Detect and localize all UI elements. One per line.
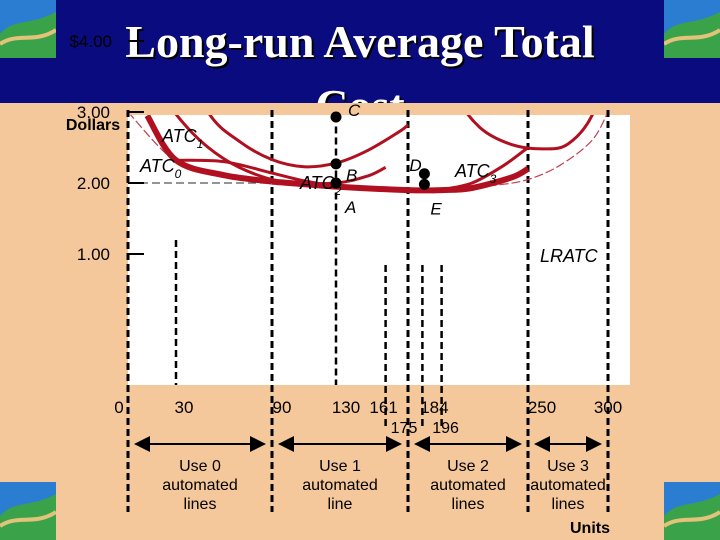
- point-d: [418, 168, 430, 180]
- curve-label-atc2: ATC2: [299, 173, 342, 198]
- curve-label-atc0: ATC0: [139, 156, 182, 181]
- x-tick-label-lower: 175: [391, 420, 418, 437]
- y-tick-label: 3.00: [77, 103, 110, 122]
- curve-atc0: [174, 115, 387, 186]
- landscape-logo-icon: [664, 0, 720, 58]
- x-tick-label: 130: [332, 398, 360, 417]
- point-c: [330, 111, 342, 123]
- y-tick-label: 2.00: [77, 174, 110, 193]
- x-tick-label: 300: [594, 398, 622, 417]
- x-tick-label: 250: [528, 398, 556, 417]
- lratc-highlight-curve: [144, 115, 273, 185]
- point-b: [330, 158, 342, 170]
- point-label-e: E: [430, 199, 442, 218]
- landscape-logo-icon: [664, 482, 720, 540]
- range-label: Use 2 automated lines: [430, 458, 506, 513]
- range-label: Use 0 automated lines: [162, 458, 238, 513]
- y-tick-label: 1.00: [77, 245, 110, 264]
- curve-label-atc1: ATC1: [161, 126, 203, 151]
- x-tick-label: 161: [369, 398, 397, 417]
- x-tick-label-lower: 196: [432, 420, 459, 437]
- curve-atc3: [466, 115, 594, 151]
- x-tick-label: 0: [114, 398, 123, 417]
- x-axis-label: Units: [570, 520, 610, 537]
- curve-atc1: [208, 115, 409, 169]
- slide-header: Long-run Average Total Cost: [0, 0, 720, 103]
- point-label-d: D: [409, 156, 421, 175]
- range-label: Use 1 automated line: [302, 458, 378, 513]
- x-tick-label: 184: [420, 398, 448, 417]
- range-label: Use 3 automated lines: [530, 458, 606, 513]
- point-label-b: B: [346, 166, 357, 185]
- y-tick-label: $4.00: [69, 32, 112, 51]
- curve-label-lratc: LRATC: [540, 246, 599, 266]
- x-tick-label: 90: [273, 398, 292, 417]
- point-label-c: C: [348, 101, 361, 120]
- point-a: [330, 177, 342, 189]
- curve-label-atc3: ATC3: [454, 161, 497, 186]
- landscape-logo-icon: [0, 0, 56, 58]
- slide-title: Long-run Average Total Cost: [125, 16, 595, 103]
- point-e: [418, 178, 430, 190]
- x-tick-label: 30: [175, 398, 194, 417]
- y-axis-label: Dollars: [66, 117, 120, 134]
- point-label-a: A: [344, 198, 356, 217]
- landscape-logo-icon: [0, 482, 56, 540]
